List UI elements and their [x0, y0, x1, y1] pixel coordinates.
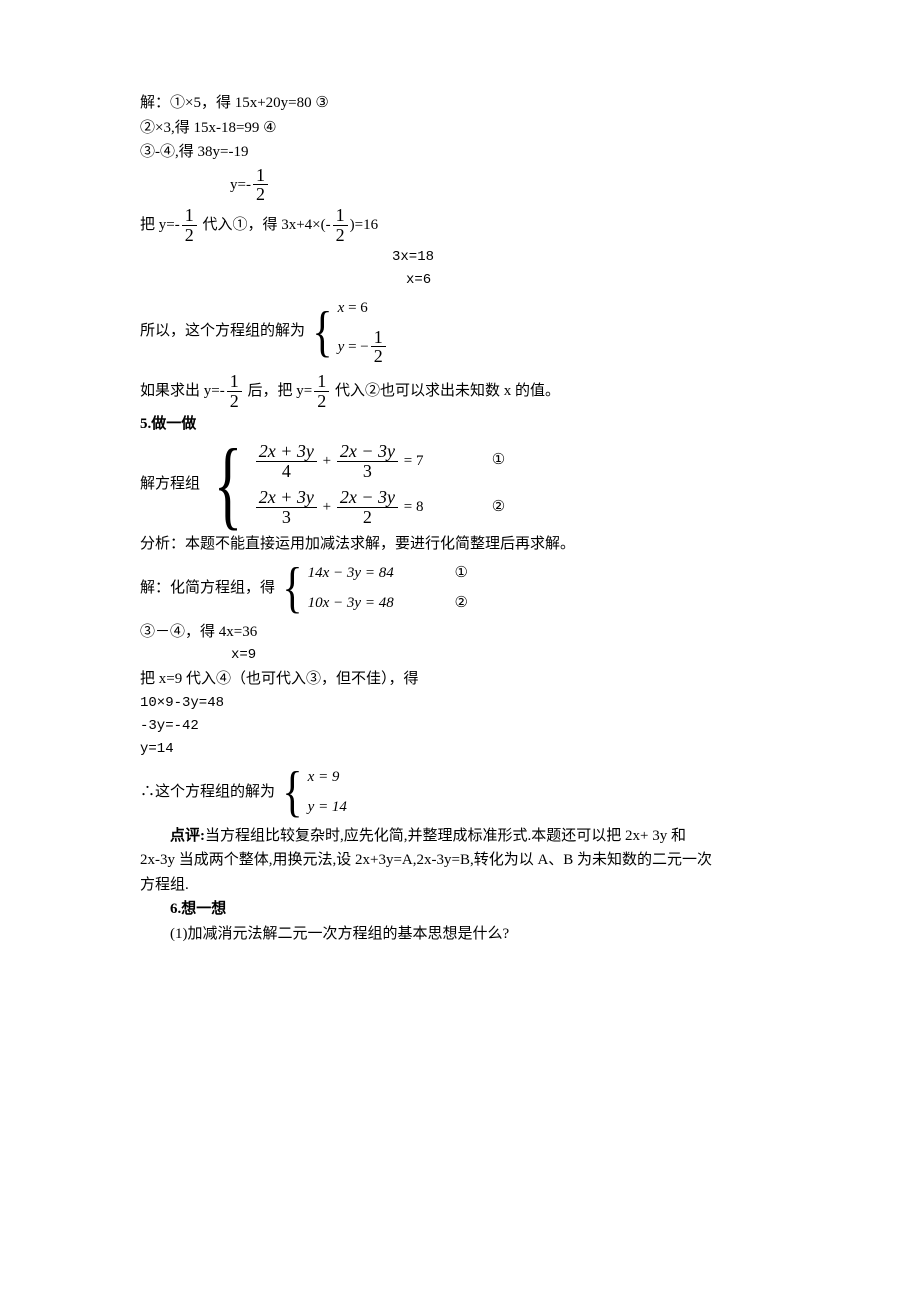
- step-line: y=14: [140, 739, 800, 760]
- text: 解方程组: [140, 476, 200, 492]
- fraction: 2x + 3y4: [254, 442, 319, 481]
- step-line: x=6: [140, 270, 800, 291]
- step-line: x=9: [140, 645, 800, 666]
- equation: x = 9: [308, 769, 340, 785]
- equation-tag: ①: [476, 449, 521, 472]
- step-line: ②×3,得 15x-18=99 ④: [140, 117, 800, 140]
- section-heading: 6.想一想: [140, 898, 800, 921]
- text: 如果求出 y=-: [140, 383, 225, 399]
- equation: 14x − 3y = 84: [308, 565, 394, 581]
- left-brace-icon: {: [282, 764, 302, 820]
- equation-tag: ②: [476, 496, 521, 519]
- equation: y = 14: [308, 799, 347, 815]
- step-line: -3y=-42: [140, 716, 800, 737]
- text: 解：化简方程组，得: [140, 580, 275, 596]
- commentary-line: 点评:当方程组比较复杂时,应先化简,并整理成标准形式.本题还可以把 2x+ 3y…: [140, 825, 800, 848]
- equation-tag: [427, 496, 472, 519]
- text: ∴这个方程组的解为: [140, 784, 275, 800]
- plus-icon: +: [323, 499, 335, 515]
- step-line: 把 y=-12 代入①，得 3x+4×(-12)=16: [140, 206, 800, 245]
- solution-line: ∴这个方程组的解为 { x = 9 y = 14: [140, 762, 800, 823]
- step-line: y=-12: [140, 166, 800, 205]
- text: 代入①，得 3x+4×(-: [199, 217, 331, 233]
- left-brace-icon: {: [213, 439, 242, 529]
- text: )=16: [350, 217, 378, 233]
- fraction-one-half: 12: [225, 372, 244, 411]
- step-line: 10×9-3y=48: [140, 693, 800, 714]
- text: 所以，这个方程组的解为: [140, 323, 305, 339]
- text: = 6: [344, 300, 367, 316]
- commentary-line: 2x-3y 当成两个整体,用换元法,设 2x+3y=A,2x-3y=B,转化为以…: [140, 849, 800, 872]
- equation-system: 解方程组 { 2x + 3y4 + 2x − 3y3 = 7 ① 2x + 3y…: [140, 438, 800, 532]
- equation-tag: [427, 449, 472, 472]
- brace-system: { x = 9 y = 14: [279, 762, 347, 823]
- brace-system: { 2x + 3y4 + 2x − 3y3 = 7 ① 2x + 3y3 + 2…: [204, 438, 521, 532]
- fraction-one-half: 12: [312, 372, 331, 411]
- text: = −: [344, 338, 368, 354]
- fraction-one-half: 12: [251, 166, 270, 205]
- text: = 8: [404, 499, 424, 515]
- step-line: 如果求出 y=-12 后，把 y=12 代入②也可以求出未知数 x 的值。: [140, 372, 800, 411]
- left-brace-icon: {: [282, 560, 302, 616]
- question-line: (1)加减消元法解二元一次方程组的基本思想是什么?: [140, 923, 800, 946]
- fraction-one-half: 12: [180, 206, 199, 245]
- step-line: ③-④,得 38y=-19: [140, 141, 800, 164]
- step-line: 3x=18: [140, 247, 800, 268]
- left-brace-icon: {: [312, 304, 332, 360]
- text: y=-: [230, 176, 251, 192]
- fraction: 2x − 3y3: [335, 442, 400, 481]
- fraction: 2x − 3y2: [335, 488, 400, 527]
- fraction: 2x + 3y3: [254, 488, 319, 527]
- fraction-one-half: 12: [369, 328, 388, 367]
- text: 代入②也可以求出未知数 x 的值。: [331, 383, 560, 399]
- label: 点评:: [170, 828, 205, 844]
- step-line: 把 x=9 代入④（也可代入③，但不佳），得: [140, 668, 800, 691]
- brace-system: { x = 6 y = −12: [309, 293, 388, 370]
- step-line: 解：①×5，得 15x+20y=80 ③: [140, 92, 800, 115]
- plus-icon: +: [323, 452, 335, 468]
- fraction-one-half: 12: [331, 206, 350, 245]
- solution-line: 所以，这个方程组的解为 { x = 6 y = −12: [140, 293, 800, 370]
- brace-system: { 14x − 3y = 84 ① 10x − 3y = 48 ②: [279, 558, 484, 619]
- equation-tag: ②: [439, 592, 484, 615]
- equation: 10x − 3y = 48: [308, 595, 394, 611]
- text: 把 y=-: [140, 217, 180, 233]
- text: 当方程组比较复杂时,应先化简,并整理成标准形式.本题还可以把 2x+ 3y 和: [205, 828, 686, 844]
- step-line: ③－④，得 4x=36: [140, 621, 800, 644]
- equation-system: 解：化简方程组，得 { 14x − 3y = 84 ① 10x − 3y = 4…: [140, 558, 800, 619]
- document-page: 解：①×5，得 15x+20y=80 ③ ②×3,得 15x-18=99 ④ ③…: [0, 0, 920, 1300]
- commentary-line: 方程组.: [140, 874, 800, 897]
- text: 后，把 y=: [244, 383, 312, 399]
- equation-tag: ①: [439, 562, 484, 585]
- text: = 7: [404, 452, 424, 468]
